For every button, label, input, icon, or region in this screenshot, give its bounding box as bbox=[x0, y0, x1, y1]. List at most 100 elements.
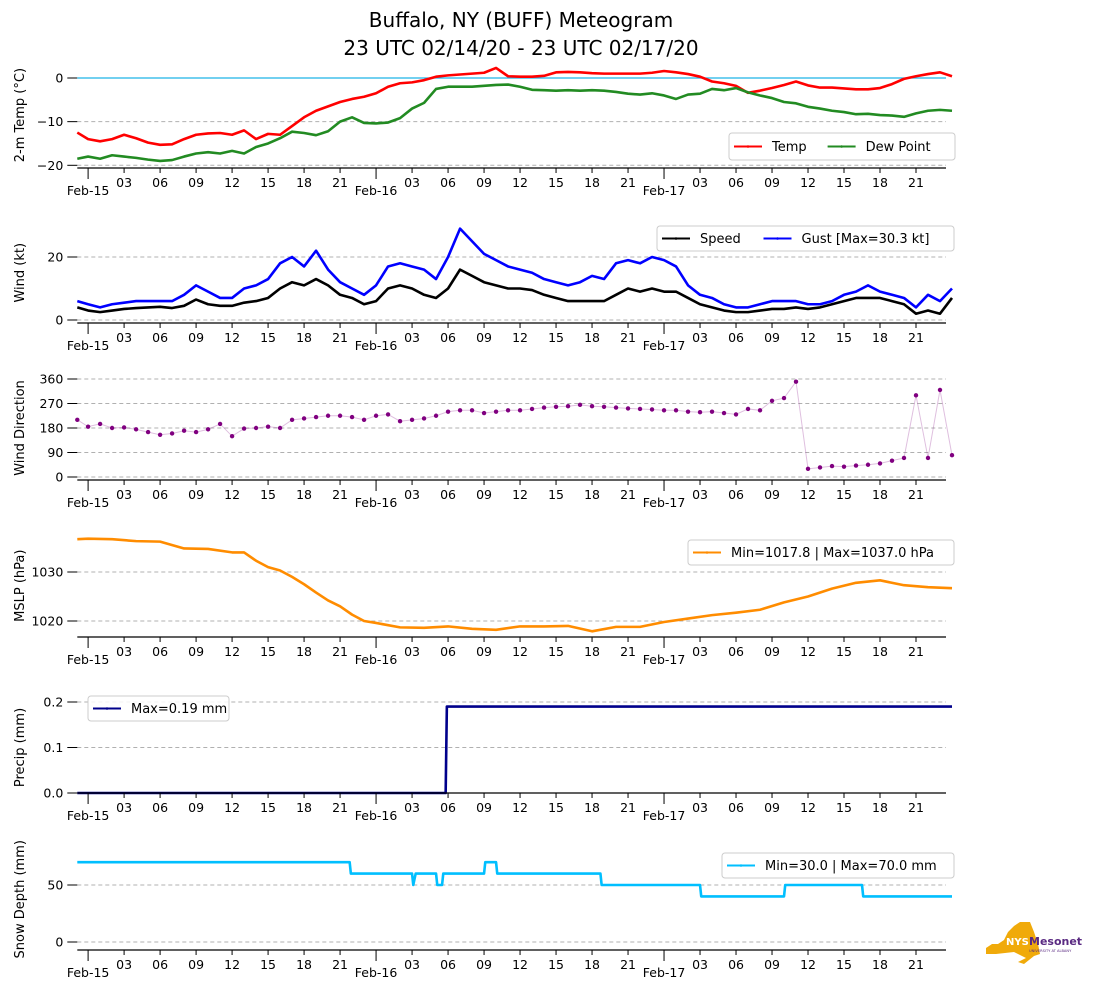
x-date-label: Feb-16 bbox=[355, 965, 398, 980]
data-point bbox=[757, 408, 763, 413]
x-date-label: Feb-17 bbox=[643, 183, 686, 198]
x-tick-label: 21 bbox=[908, 175, 924, 190]
y-tick-label: 360 bbox=[39, 372, 63, 387]
series-line-dew-point bbox=[77, 83, 953, 163]
data-point bbox=[805, 466, 811, 472]
x-tick-label: 03 bbox=[692, 487, 708, 502]
x-tick-label: 15 bbox=[836, 330, 852, 345]
panel-wdir: 360 270 180 90 0 Wind Direction 03 06 09 12 15 18 21… bbox=[13, 372, 955, 510]
legend-mslp: Min=1017.8 | Max=1037.0 hPa bbox=[687, 539, 955, 566]
x-date-label: Feb-17 bbox=[643, 338, 686, 353]
x-tick-label: 21 bbox=[620, 330, 636, 345]
data-point bbox=[421, 416, 427, 421]
y-axis-label: Precip (mm) bbox=[13, 708, 28, 787]
data-point bbox=[289, 417, 295, 423]
x-tick-label: 03 bbox=[404, 330, 420, 345]
x-tick-label: 12 bbox=[800, 644, 816, 659]
x-tick-label: 15 bbox=[836, 800, 852, 815]
data-point bbox=[169, 431, 175, 436]
x-tick-label: 03 bbox=[404, 487, 420, 502]
data-point bbox=[733, 412, 739, 417]
x-tick-label: 15 bbox=[836, 957, 852, 972]
x-tick-label: 18 bbox=[872, 644, 888, 659]
x-tick-label: 21 bbox=[332, 487, 348, 502]
legend-marker bbox=[840, 145, 843, 148]
x-tick-label: 15 bbox=[548, 957, 564, 972]
x-tick-label: 21 bbox=[620, 800, 636, 815]
x-tick-label: 15 bbox=[548, 175, 564, 190]
x-tick-label: 18 bbox=[872, 487, 888, 502]
legend-marker bbox=[105, 707, 109, 710]
x-tick-label: 03 bbox=[116, 487, 132, 502]
x-tick-label: 18 bbox=[872, 800, 888, 815]
x-tick-label: 21 bbox=[908, 330, 924, 345]
x-tick-label: 21 bbox=[908, 800, 924, 815]
data-point bbox=[397, 418, 403, 424]
x-tick-label: 21 bbox=[620, 175, 636, 190]
x-date-label: Feb-16 bbox=[355, 183, 398, 198]
series-line-mslp bbox=[77, 537, 953, 633]
y-tick-label: 0.1 bbox=[43, 740, 63, 755]
x-tick-label: 15 bbox=[836, 175, 852, 190]
x-tick-label: 09 bbox=[188, 957, 204, 972]
y-axis-label: Wind Direction bbox=[13, 380, 28, 476]
data-point bbox=[505, 408, 511, 413]
data-point bbox=[601, 404, 607, 409]
chart-title-line1: Buffalo, NY (BUFF) Meteogram bbox=[369, 8, 673, 32]
x-date-label: Feb-15 bbox=[67, 652, 110, 667]
legend-wind: Speed Gust [Max=30.3 kt] bbox=[656, 225, 955, 252]
y-axis-label: Wind (kt) bbox=[13, 243, 28, 303]
x-date-label: Feb-17 bbox=[643, 652, 686, 667]
x-tick-label: 03 bbox=[404, 800, 420, 815]
data-point bbox=[409, 417, 415, 423]
x-tick-label: 09 bbox=[188, 644, 204, 659]
legend-label: Min=1017.8 | Max=1037.0 hPa bbox=[731, 546, 934, 561]
legend-label: Speed bbox=[700, 232, 741, 247]
x-tick-label: 12 bbox=[800, 330, 816, 345]
x-tick-label: 03 bbox=[116, 175, 132, 190]
y-tick-label: 270 bbox=[39, 396, 63, 411]
x-tick-label: 06 bbox=[152, 330, 168, 345]
x-date-label: Feb-16 bbox=[355, 808, 398, 823]
x-tick-label: 12 bbox=[224, 175, 240, 190]
x-tick-label: 12 bbox=[512, 487, 528, 502]
data-point bbox=[85, 424, 91, 429]
x-tick-label: 03 bbox=[692, 800, 708, 815]
x-tick-label: 15 bbox=[260, 644, 276, 659]
x-tick-label: 12 bbox=[512, 800, 528, 815]
data-point bbox=[75, 417, 80, 423]
new-york-state-shape-icon bbox=[986, 922, 1040, 964]
legend-box bbox=[687, 539, 955, 566]
x-date-label: Feb-16 bbox=[355, 338, 398, 353]
x-tick-label: 15 bbox=[260, 957, 276, 972]
legend-precip: Max=0.19 mm bbox=[87, 695, 230, 722]
x-tick-label: 18 bbox=[296, 330, 312, 345]
x-tick-label: 21 bbox=[620, 957, 636, 972]
x-tick-label: 09 bbox=[188, 330, 204, 345]
x-date-label: Feb-16 bbox=[355, 495, 398, 510]
data-point bbox=[949, 453, 955, 458]
panel-snow: 50 0 Snow Depth (mm) 03 06 09 12 15 18 21 03 06 09 12… bbox=[13, 840, 955, 980]
x-tick-label: 03 bbox=[116, 644, 132, 659]
data-point bbox=[877, 461, 883, 466]
x-tick-label: 03 bbox=[404, 644, 420, 659]
x-tick-label: 12 bbox=[800, 800, 816, 815]
data-point bbox=[841, 464, 847, 469]
x-tick-label: 18 bbox=[584, 957, 600, 972]
x-tick-label: 15 bbox=[548, 330, 564, 345]
x-date-label: Feb-15 bbox=[67, 183, 110, 198]
data-point bbox=[229, 433, 235, 439]
panel-temp: 0 −10 −20 2-m Temp (°C) 03 06 09 12 15 18 21 03 06 09… bbox=[13, 66, 956, 198]
logo-mesonet-text: Mesonet bbox=[1029, 935, 1082, 948]
x-tick-label: 21 bbox=[332, 800, 348, 815]
y-tick-label: 1030 bbox=[31, 565, 63, 580]
x-tick-label: 21 bbox=[620, 644, 636, 659]
y-tick-label: −20 bbox=[37, 158, 63, 173]
data-point bbox=[313, 414, 319, 420]
data-point bbox=[445, 409, 451, 414]
x-tick-label: 18 bbox=[584, 800, 600, 815]
data-point bbox=[685, 409, 691, 414]
data-point bbox=[625, 406, 631, 411]
x-tick-label: 18 bbox=[872, 330, 888, 345]
data-point bbox=[745, 406, 751, 412]
